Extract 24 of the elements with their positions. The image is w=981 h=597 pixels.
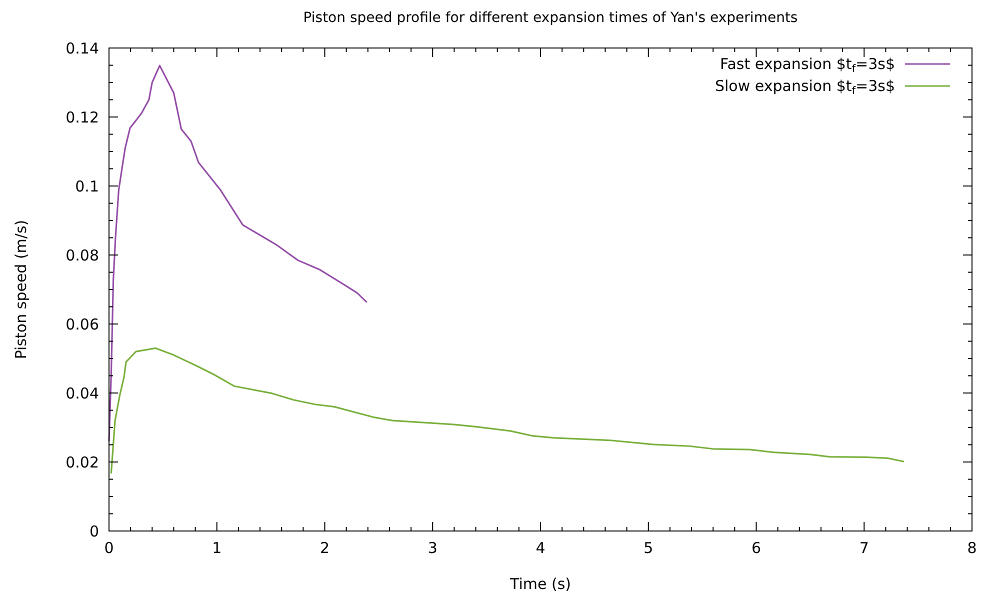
y-tick-label: 0.02 bbox=[66, 453, 99, 472]
x-tick-label: 6 bbox=[751, 539, 762, 557]
x-tick-label: 7 bbox=[859, 539, 869, 557]
legend-label: Slow expansion $t$_{f}$=3s$ bbox=[714, 77, 895, 98]
y-tick-label: 0 bbox=[89, 522, 99, 540]
line-series bbox=[110, 347, 905, 474]
x-tick-label: 0 bbox=[104, 539, 114, 557]
x-tick-label: 4 bbox=[536, 539, 546, 557]
y-tick-label: 0.04 bbox=[66, 384, 99, 402]
x-tick-label: 1 bbox=[212, 539, 222, 557]
y-tick-label: 0.1 bbox=[75, 177, 99, 196]
x-tick-label: 2 bbox=[320, 539, 330, 557]
line-series bbox=[108, 64, 368, 442]
x-tick-label: 8 bbox=[967, 539, 977, 557]
chart-title: Piston speed profile for different expansion times of Yan's experiments bbox=[303, 10, 798, 26]
x-tick-label: 5 bbox=[644, 539, 654, 557]
y-tick-label: 0.08 bbox=[66, 246, 99, 264]
x-axis-title: Time (s) bbox=[509, 575, 571, 593]
y-tick-label: 0.12 bbox=[66, 108, 99, 126]
y-tick-label: 0.06 bbox=[66, 315, 99, 334]
x-tick-label: 3 bbox=[428, 539, 438, 557]
y-axis-title: Piston speed (m/s) bbox=[12, 220, 30, 360]
y-tick-label: 0.14 bbox=[66, 39, 99, 58]
legend-label: Fast expansion $t$_{f}$=3s$ bbox=[720, 55, 895, 76]
